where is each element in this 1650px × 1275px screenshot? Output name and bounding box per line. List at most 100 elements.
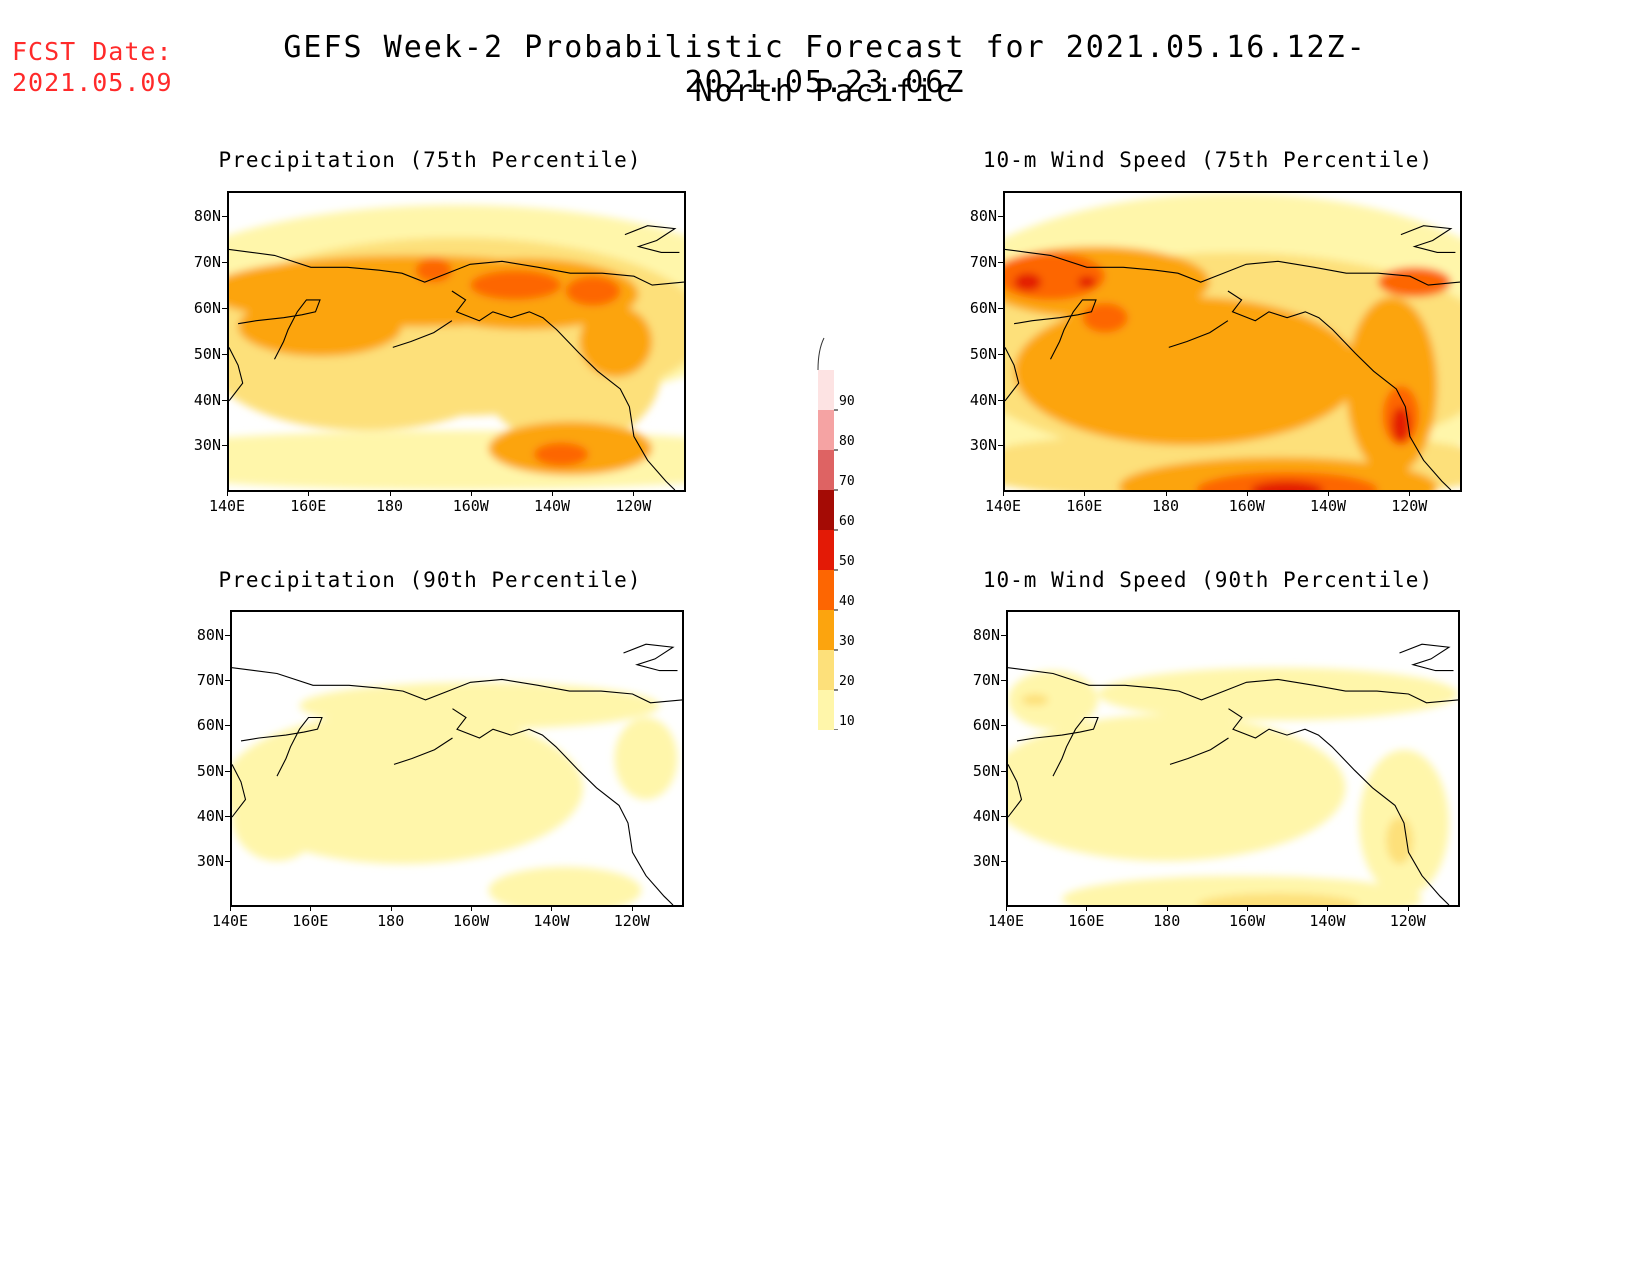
probability-shade xyxy=(1008,714,1346,862)
lat-tick-label: 70N xyxy=(969,252,997,271)
lon-tick-label: 140E xyxy=(208,497,246,515)
coastline xyxy=(1399,643,1454,672)
coastline xyxy=(240,716,323,777)
lon-tick xyxy=(389,490,391,496)
coastline xyxy=(238,299,321,360)
lat-tick-label: 50N xyxy=(193,344,221,363)
lat-tick xyxy=(998,216,1004,217)
lon-tick xyxy=(1409,490,1411,496)
coastline xyxy=(392,320,453,348)
lat-tick xyxy=(1001,635,1007,636)
colorbar-swatch xyxy=(818,650,834,690)
lon-tick xyxy=(1084,490,1086,496)
lon-tick-label: 140W xyxy=(1309,912,1346,930)
lat-tick-label: 40N xyxy=(196,806,224,825)
coastline xyxy=(1228,708,1450,905)
coastline xyxy=(1400,225,1456,253)
lat-tick-label: 30N xyxy=(972,851,1000,870)
panel-precip-90: Precipitation (90th Percentile) 80N 70N 60… xyxy=(150,568,710,938)
lat-tick-label: 40N xyxy=(972,806,1000,825)
lat-tick xyxy=(222,261,228,263)
lat-tick-label: 40N xyxy=(193,390,221,409)
colorbar-label: 10 xyxy=(839,714,855,729)
lon-tick xyxy=(551,905,553,911)
panel-title: Precipitation (75th Percentile) xyxy=(218,148,642,172)
colorbar-swatch xyxy=(818,490,834,530)
lon-tick-label: 160W xyxy=(453,912,490,930)
forecast-date-label: FCST Date: xyxy=(12,37,173,66)
coastline xyxy=(1005,347,1020,402)
lat-tick xyxy=(225,860,231,862)
lat-tick xyxy=(998,399,1004,401)
lon-tick-label: 180 xyxy=(1153,912,1181,930)
lon-tick-label: 160W xyxy=(1229,912,1266,930)
lat-tick-label: 80N xyxy=(972,626,1000,644)
lat-tick-label: 50N xyxy=(969,344,997,363)
panel-precip-75: Precipitation (75th Percentile) 80N 70N 60… xyxy=(150,148,710,518)
probability-shade xyxy=(533,442,589,467)
lat-tick-label: 70N xyxy=(193,252,221,271)
panel-title: 10-m Wind Speed (75th Percentile) xyxy=(982,148,1434,172)
colorbar-end xyxy=(817,337,825,371)
lat-tick-label: 70N xyxy=(196,671,224,690)
colorbar-swatch xyxy=(818,530,834,570)
probability-shade xyxy=(1098,667,1458,721)
coastline xyxy=(1014,299,1097,360)
lat-tick xyxy=(998,445,1004,447)
lat-tick xyxy=(1001,860,1007,862)
map-canvas xyxy=(232,643,682,905)
probability-shade xyxy=(1391,406,1410,443)
coastline xyxy=(623,643,678,672)
colorbar-label: 60 xyxy=(839,514,855,529)
map-canvas xyxy=(1005,193,1460,490)
lon-tick xyxy=(1247,905,1249,911)
probability-shade xyxy=(1250,481,1324,490)
lat-tick xyxy=(225,680,231,682)
lon-tick xyxy=(1166,905,1168,911)
lon-tick xyxy=(230,905,231,911)
colorbar-label: 80 xyxy=(839,434,855,449)
lon-tick-label: 120W xyxy=(1391,497,1428,515)
lon-tick xyxy=(390,905,392,911)
lon-tick-label: 140E xyxy=(211,912,249,930)
colorbar-swatch xyxy=(818,570,834,610)
colorbar-swatch xyxy=(818,610,834,650)
lat-tick-label: 30N xyxy=(193,436,221,455)
lon-tick-label: 180 xyxy=(375,497,404,515)
lon-tick-label: 160E xyxy=(1068,912,1105,930)
colorbar-canvas xyxy=(817,337,838,763)
colorbar-label: 90 xyxy=(839,394,855,409)
lat-tick-label: 80N xyxy=(969,207,997,225)
probability-shade xyxy=(415,258,452,283)
coastline xyxy=(1008,764,1023,818)
coastline xyxy=(393,737,453,765)
colorbar-swatch xyxy=(818,450,834,490)
lon-tick xyxy=(310,905,312,911)
lon-tick xyxy=(227,490,228,496)
colorbar-swatch xyxy=(818,690,834,730)
lat-tick xyxy=(225,725,231,727)
coastline xyxy=(232,667,682,704)
lon-tick-label: 140E xyxy=(984,497,1022,515)
lon-tick-label: 160W xyxy=(1228,497,1265,515)
forecast-date-value: 2021.05.09 xyxy=(12,68,173,97)
lat-tick-label: 30N xyxy=(196,851,224,870)
lat-tick-label: 30N xyxy=(969,436,997,455)
forecast-date-block: FCST Date: 2021.05.09 xyxy=(12,36,173,98)
lon-tick-label: 140W xyxy=(533,912,570,930)
coastline xyxy=(1169,737,1229,765)
coastline xyxy=(1008,667,1458,704)
lon-tick xyxy=(1407,905,1409,911)
lat-tick xyxy=(222,216,228,217)
probability-shade xyxy=(1008,670,1098,730)
lon-tick-label: 160W xyxy=(452,497,489,515)
lon-tick xyxy=(552,490,553,496)
coastline xyxy=(229,248,684,286)
lat-tick xyxy=(225,770,231,772)
lat-tick-label: 60N xyxy=(193,298,221,317)
map-canvas xyxy=(1008,643,1458,905)
probability-shade xyxy=(238,296,402,357)
probability-shade xyxy=(1082,302,1128,333)
coastline xyxy=(229,347,244,402)
lat-tick xyxy=(1001,680,1007,682)
